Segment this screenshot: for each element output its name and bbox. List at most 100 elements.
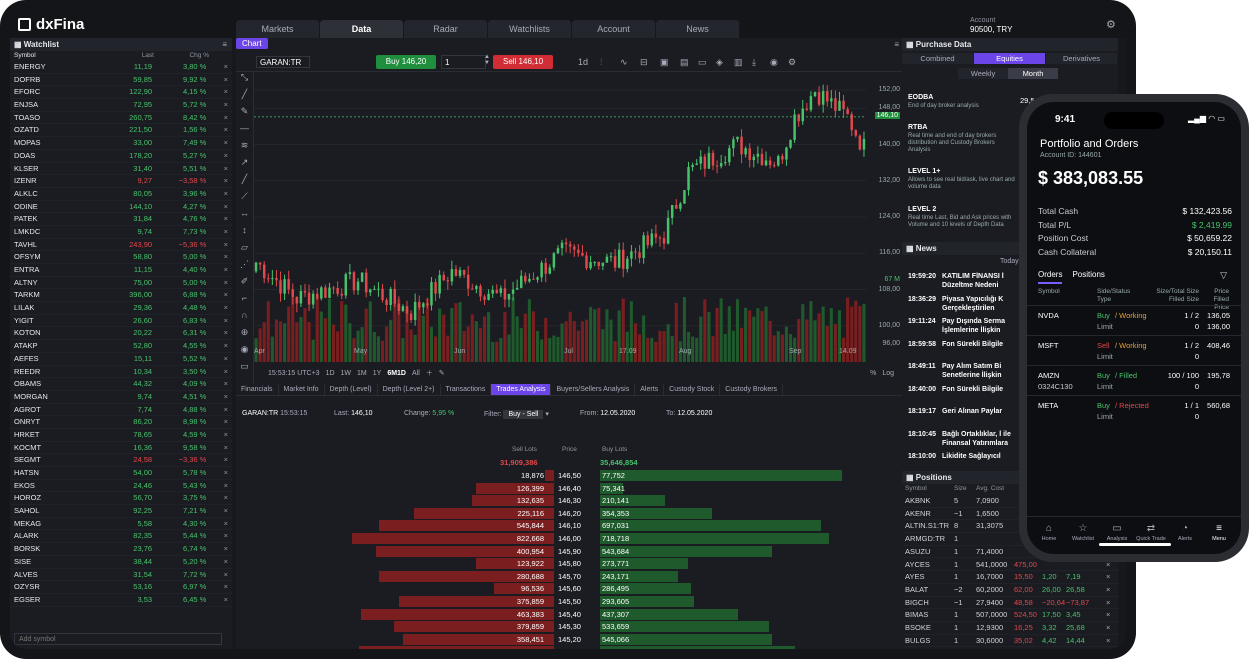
watchlist-row[interactable]: KOCMT 16,36 9,58 % × xyxy=(10,442,232,455)
trades-row[interactable]: 126,399 146,40 75,341 xyxy=(236,482,904,496)
gear-icon[interactable]: ⚙ xyxy=(1106,19,1116,31)
watchlist-row[interactable]: SAHOL 92,25 7,21 % × xyxy=(10,505,232,518)
close-icon[interactable]: × xyxy=(1106,635,1111,645)
tab-radar[interactable]: Radar xyxy=(404,20,488,38)
col-change[interactable]: Chg % xyxy=(189,52,209,59)
news-row[interactable]: 18:49:11 Pay Alım Satım Bi Senetlerine İl… xyxy=(908,362,1018,380)
close-icon[interactable]: × xyxy=(223,188,228,198)
tab-account[interactable]: Account xyxy=(572,20,656,38)
tab-market-info[interactable]: Market Info xyxy=(279,384,325,395)
position-row[interactable]: BALAT −2 60,2000 62,00 26,00 26,58 × xyxy=(902,584,1118,597)
close-icon[interactable]: × xyxy=(223,442,228,452)
tab-watchlists[interactable]: Watchlists xyxy=(488,20,572,38)
watchlist-row[interactable]: TOASO 260,75 8,42 % × xyxy=(10,112,232,125)
position-row[interactable]: BULGS 1 30,6000 35,02 4,42 14,44 × xyxy=(902,635,1118,648)
watchlist-row[interactable]: EGSER 3,53 6,45 % × xyxy=(10,594,232,607)
settings-icon[interactable]: ⚙ xyxy=(788,57,797,67)
tab-combined[interactable]: Combined xyxy=(902,53,973,64)
buy-button[interactable]: Buy 146,20 xyxy=(376,55,436,69)
tab-positions[interactable]: Positions xyxy=(1072,270,1105,279)
close-icon[interactable]: × xyxy=(223,480,228,490)
range-all[interactable]: All xyxy=(412,369,420,377)
filter-icon[interactable]: ▽ xyxy=(1220,270,1227,280)
watchlist-row[interactable]: ALARK 82,35 5,44 % × xyxy=(10,530,232,544)
news-row[interactable]: 18:59:58 Fon Sürekli Bilgile xyxy=(908,340,1018,358)
watchlist-row[interactable]: MORGAN 9,74 4,51 % × xyxy=(10,391,232,404)
trades-row[interactable]: 375,859 145,50 293,605 xyxy=(236,596,904,609)
indicator-icon[interactable]: ∿ xyxy=(620,57,628,67)
sell-button[interactable]: Sell 146,10 xyxy=(493,55,553,69)
trades-row[interactable]: 379,859 145,30 533,659 xyxy=(236,621,904,634)
col-last[interactable]: Last xyxy=(141,52,154,59)
watchlist-row[interactable]: MEKAG 5,58 4,30 % × xyxy=(10,518,232,531)
order-row[interactable]: NVDA Buy / Working Limit 1 / 2 0 136,05 136,00 xyxy=(1027,305,1241,335)
purchase-item[interactable]: LEVEL 2 Real time Last, Bid and Ask price… xyxy=(908,206,1018,229)
tab-data[interactable]: Data xyxy=(320,20,404,38)
close-icon[interactable]: × xyxy=(223,594,228,604)
close-icon[interactable]: × xyxy=(223,556,228,566)
close-icon[interactable]: × xyxy=(1106,572,1111,582)
close-icon[interactable]: × xyxy=(223,379,228,389)
close-icon[interactable]: × xyxy=(223,582,228,592)
news-row[interactable]: 18:36:29 Piyasa Yapıcılığı K Gerçekleştir… xyxy=(908,295,1018,313)
ruler-icon[interactable]: ⌐ xyxy=(241,293,248,303)
watchlist-row[interactable]: IZENR 9,27 −3,58 % × xyxy=(10,175,232,188)
log-toggle[interactable]: Log xyxy=(882,369,894,377)
close-icon[interactable]: × xyxy=(223,62,228,71)
watchlist-row[interactable]: ENJSA 72,95 5,72 % × xyxy=(10,99,232,112)
watchlist-row[interactable]: EKOS 24,46 5,43 % × xyxy=(10,480,232,493)
watchlist-row[interactable]: YIGIT 26,60 6,83 % × xyxy=(10,315,232,328)
brush-icon[interactable]: ╱ xyxy=(241,174,248,184)
ta-from[interactable]: From: 12.05.2020 xyxy=(580,410,636,417)
close-icon[interactable]: × xyxy=(223,493,228,503)
close-icon[interactable]: × xyxy=(223,544,228,554)
watchlist-row[interactable]: EFORC 122,90 4,15 % × xyxy=(10,86,232,100)
close-icon[interactable]: × xyxy=(223,290,228,300)
crosshair-icon[interactable]: ⤡ xyxy=(240,72,249,82)
watchlist-row[interactable]: LILAK 29,36 4,48 % × xyxy=(10,302,232,315)
close-icon[interactable]: × xyxy=(223,353,228,363)
order-row[interactable]: MSFT Sell / Working Limit 1 / 2 0 408,46 xyxy=(1027,335,1241,365)
watchlist-row[interactable]: OZYSR 53,16 6,97 % × xyxy=(10,581,232,594)
add-symbol-input[interactable]: Add symbol xyxy=(14,633,222,645)
watchlist-row[interactable]: HOROZ 56,70 3,75 % × xyxy=(10,492,232,506)
close-icon[interactable]: × xyxy=(223,518,228,528)
watchlist-row[interactable]: OZATD 221,50 1,56 % × xyxy=(10,124,232,138)
range-1d[interactable]: 1D xyxy=(325,369,335,377)
close-icon[interactable]: × xyxy=(1106,623,1111,632)
chart-tab[interactable]: Chart xyxy=(236,38,268,49)
nav-home[interactable]: ⌂ Home xyxy=(1032,523,1066,542)
close-icon[interactable]: × xyxy=(1106,559,1111,569)
filter-select[interactable]: Buy - Sell xyxy=(503,410,544,419)
close-icon[interactable]: × xyxy=(223,239,228,249)
watchlist-row[interactable]: ONRYT 86,20 8,98 % × xyxy=(10,416,232,429)
stepper-icon[interactable]: ▲ ▼ xyxy=(484,54,490,66)
close-icon[interactable]: × xyxy=(223,265,228,274)
trades-row[interactable]: 123,922 145,80 273,771 xyxy=(236,558,904,571)
candle-type-icon[interactable]: ⫶ xyxy=(600,57,603,67)
camera-icon[interactable]: ◉ xyxy=(770,57,778,67)
watchlist-row[interactable]: TAVHL 243,90 −5,36 % × xyxy=(10,239,232,252)
trades-row[interactable]: 280,688 145,70 243,171 xyxy=(236,570,904,584)
template-icon[interactable]: ⊟ xyxy=(640,57,648,67)
watchlist-row[interactable]: ALTNY 75,00 5,00 % × xyxy=(10,277,232,290)
add-icon[interactable]: ＋ xyxy=(425,370,433,377)
watchlist-row[interactable]: ODINE 144,10 4,27 % × xyxy=(10,201,232,214)
image-icon[interactable]: ▣ xyxy=(660,57,669,67)
tab-alerts[interactable]: Alerts xyxy=(635,384,665,395)
close-icon[interactable]: × xyxy=(223,417,228,427)
menu-icon[interactable]: ≡ xyxy=(222,40,227,49)
nav-quick-trade[interactable]: ⇄ Quick Trade xyxy=(1134,523,1168,542)
purchase-item[interactable]: LEVEL 1+ Allows to see real bid/ask, live… xyxy=(908,168,1018,191)
watchlist-row[interactable]: HRKET 78,65 4,59 % × xyxy=(10,429,232,442)
position-row[interactable]: BIMAS 1 507,0000 524,50 17,50 3,45 × xyxy=(902,609,1118,622)
close-icon[interactable]: × xyxy=(223,341,228,351)
close-icon[interactable]: × xyxy=(223,125,228,135)
trash-icon[interactable]: ▭ xyxy=(240,361,249,371)
order-row[interactable]: META Buy / Rejected Limit 1 / 1 0 560,68 xyxy=(1027,395,1241,425)
tab-month[interactable]: Month xyxy=(1008,68,1058,79)
close-icon[interactable]: × xyxy=(223,150,228,160)
close-icon[interactable]: × xyxy=(223,455,228,465)
nav-menu[interactable]: ≡ Menu xyxy=(1202,523,1236,542)
price-chart[interactable] xyxy=(254,72,866,362)
